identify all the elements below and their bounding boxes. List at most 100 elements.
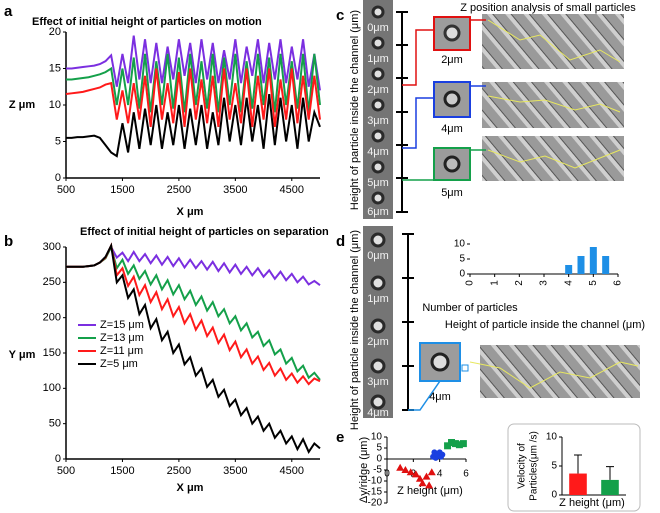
panel-letter: c bbox=[336, 7, 344, 24]
x-tick-label: 6 bbox=[463, 469, 469, 480]
scatter-point bbox=[444, 442, 452, 450]
scatter-point bbox=[396, 463, 405, 471]
scatter-point bbox=[455, 441, 463, 449]
scatter-point bbox=[418, 479, 427, 487]
trajectory bbox=[469, 361, 639, 389]
panel-letter: d bbox=[336, 233, 345, 250]
x-tick-label: 4500 bbox=[280, 184, 304, 196]
y-axis-label: Number of particles bbox=[422, 302, 518, 314]
inset-label: 2μm bbox=[441, 54, 463, 66]
height-axis bbox=[402, 233, 414, 411]
scatter-point bbox=[411, 470, 420, 478]
y-tick-label: 10 bbox=[546, 432, 558, 443]
y-axis-label: Δy/ridge (μm) bbox=[358, 437, 370, 503]
x-tick-label: 1 bbox=[489, 280, 500, 286]
strip-label: 2μm bbox=[367, 84, 389, 96]
bar bbox=[577, 256, 585, 274]
y-tick-label: 0 bbox=[459, 269, 465, 280]
x-axis-label: Height of particle inside the channel (μ… bbox=[445, 319, 645, 331]
y-tick-label: 10 bbox=[371, 432, 383, 443]
panel-c: 0μm 1μm 2μm 3μm 4μm 5μm 6μm Height of pa… bbox=[349, 0, 636, 219]
inset-label: 4μm bbox=[441, 123, 463, 135]
panel-letter: e bbox=[336, 429, 344, 446]
y-axis-label: Z μm bbox=[9, 99, 36, 111]
strip-label: 3μm bbox=[367, 376, 389, 388]
strip-label: 1μm bbox=[367, 293, 389, 305]
axis-label: Height of particle inside the channel (μ… bbox=[349, 10, 361, 210]
y-tick-label: -20 bbox=[368, 498, 383, 509]
y-tick-label: -5 bbox=[373, 465, 382, 476]
y-tick-label: 0 bbox=[55, 453, 61, 465]
y-axis-label: Y μm bbox=[9, 349, 36, 361]
connectors bbox=[402, 19, 486, 181]
y-tick-label: 200 bbox=[43, 312, 61, 324]
strip-label: 2μm bbox=[367, 336, 389, 348]
legend-label: Z=11 μm bbox=[100, 345, 143, 357]
x-tick-label: 3 bbox=[539, 280, 550, 286]
x-tick-label: 4 bbox=[437, 469, 443, 480]
y-tick-label: 100 bbox=[43, 382, 61, 394]
strip-label: 0μm bbox=[367, 22, 389, 34]
y-tick-label: 15 bbox=[49, 62, 61, 74]
y-tick-label: 150 bbox=[43, 347, 61, 359]
strip-label: 4μm bbox=[367, 407, 389, 419]
particles bbox=[371, 5, 385, 205]
x-tick-label: 0 bbox=[465, 280, 476, 286]
y-tick-label: 300 bbox=[43, 241, 61, 253]
x-tick-label: 1500 bbox=[110, 465, 134, 477]
scatter-point bbox=[422, 472, 431, 480]
strip-label: 0μm bbox=[367, 250, 389, 262]
legend-label: Z=15 μm bbox=[100, 319, 144, 331]
x-axis-label: Z height (μm) bbox=[397, 485, 463, 497]
inset-particle bbox=[443, 24, 461, 42]
line-series bbox=[65, 68, 321, 128]
panel-letter: a bbox=[4, 3, 13, 20]
legend-label: Z=13 μm bbox=[100, 332, 144, 344]
scatter-point bbox=[427, 468, 436, 476]
marker-box bbox=[461, 364, 469, 372]
strip-label: 5μm bbox=[367, 177, 389, 189]
micrograph bbox=[482, 82, 624, 128]
x-axis-label: X μm bbox=[177, 206, 204, 218]
line-series bbox=[66, 53, 321, 113]
bar bbox=[565, 265, 573, 274]
y-tick-label: 10 bbox=[454, 239, 466, 250]
x-tick-label: 3500 bbox=[223, 465, 247, 477]
x-tick-label: 2500 bbox=[167, 184, 191, 196]
y-tick-label: 0 bbox=[551, 490, 557, 501]
scatter-point bbox=[459, 440, 467, 448]
bar bbox=[589, 247, 597, 274]
particles bbox=[370, 232, 386, 410]
scatter-point bbox=[415, 474, 424, 482]
y-axis-label: Particles(μm /s) bbox=[529, 431, 540, 501]
scatter-point bbox=[401, 466, 410, 473]
scatter-point bbox=[451, 440, 459, 448]
bar bbox=[602, 256, 610, 274]
y-tick-label: -10 bbox=[368, 476, 383, 487]
connector bbox=[408, 380, 441, 411]
y-tick-label: 5 bbox=[376, 443, 382, 454]
x-tick-label: 2500 bbox=[167, 465, 191, 477]
y-axis-label: Velocity of bbox=[517, 443, 528, 489]
scatter-point bbox=[439, 451, 446, 458]
line-series bbox=[66, 35, 321, 91]
y-tick-label: 5 bbox=[551, 461, 557, 472]
strip-label: 6μm bbox=[367, 206, 389, 218]
legend-label: Z=5 μm bbox=[100, 358, 138, 370]
micrograph bbox=[482, 14, 624, 69]
y-tick-label: 0 bbox=[55, 172, 61, 184]
x-tick-label: 500 bbox=[57, 184, 75, 196]
inset-particle bbox=[443, 90, 461, 108]
y-tick-label: 0 bbox=[376, 454, 382, 465]
y-tick-label: -15 bbox=[368, 487, 383, 498]
panel-d: 0μm 1μm 2μm 3μm 4μm Height of particle i… bbox=[349, 226, 640, 430]
line-series bbox=[66, 242, 321, 455]
scatter-point bbox=[425, 481, 434, 489]
line-series bbox=[66, 93, 321, 158]
panel-frame bbox=[507, 423, 641, 512]
y-tick-label: 50 bbox=[49, 418, 61, 430]
y-tick-label: 10 bbox=[49, 99, 61, 111]
inset-label: 4μm bbox=[429, 391, 451, 403]
line-series bbox=[66, 244, 321, 286]
